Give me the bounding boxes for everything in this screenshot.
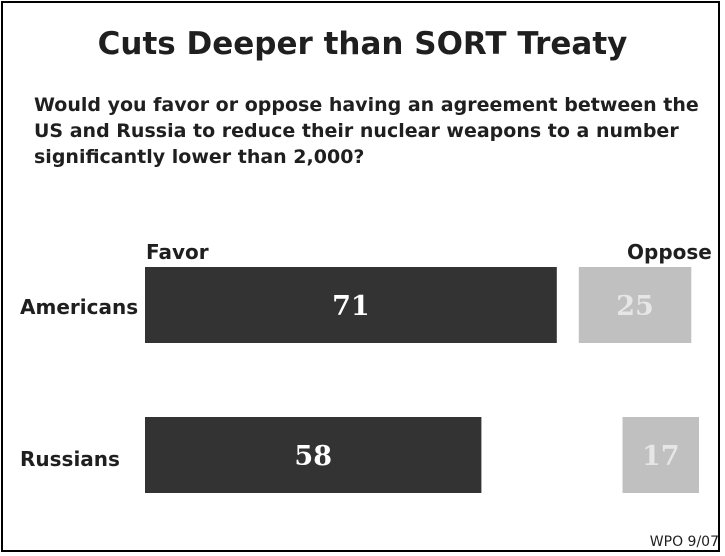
bar-favor-label-americans: 71	[332, 291, 370, 322]
chart-title: Cuts Deeper than SORT Treaty	[97, 26, 628, 62]
bar-favor-label-russians: 58	[294, 441, 332, 472]
oppose-column-label: Oppose	[627, 240, 712, 264]
bar-oppose-label-russians: 17	[642, 441, 680, 472]
bar-oppose-russians	[622, 417, 699, 493]
row-label-americans: Americans	[20, 295, 139, 319]
source-footer: WPO 9/07	[649, 534, 719, 550]
bar-oppose-americans	[578, 267, 692, 343]
row-label-russians: Russians	[20, 447, 120, 471]
survey-question: Would you favor or oppose having an agre…	[34, 94, 699, 168]
bar-favor-russians	[145, 417, 482, 493]
favor-column-label: Favor	[146, 240, 209, 264]
bar-oppose-label-americans: 25	[616, 291, 654, 322]
bar-favor-americans	[145, 267, 557, 343]
